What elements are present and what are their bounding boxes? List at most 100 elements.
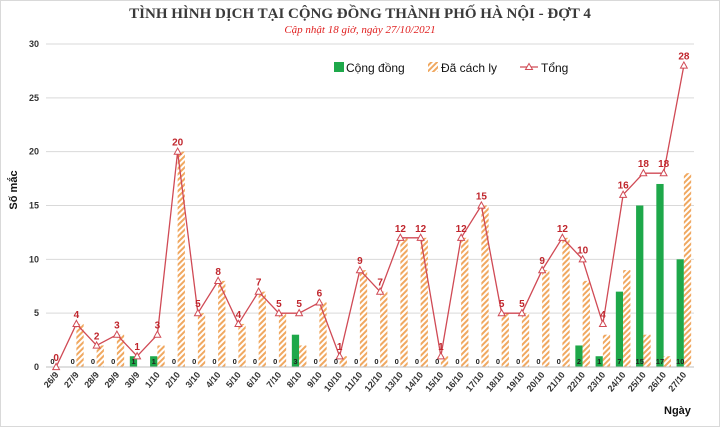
total-point <box>639 168 648 177</box>
total-point <box>72 319 81 328</box>
x-tick-label: 22/10 <box>565 370 587 394</box>
legend-swatch-isolated <box>428 62 438 72</box>
x-tick-label: 7/10 <box>264 370 283 390</box>
x-tick-label: 11/10 <box>343 370 365 393</box>
x-tick-label: 17/10 <box>464 370 486 394</box>
bar-isolated <box>582 280 590 367</box>
total-point <box>416 233 425 241</box>
bar-isolated <box>643 334 651 367</box>
total-value-label: 5 <box>276 299 282 310</box>
bar-isolated <box>420 237 428 367</box>
total-value-label: 3 <box>155 321 161 332</box>
community-value-label: 0 <box>415 357 419 366</box>
bar-isolated <box>359 270 368 367</box>
community-value-label: 0 <box>172 357 176 366</box>
total-point <box>274 308 284 317</box>
community-value-label: 0 <box>334 357 338 366</box>
community-value-label: 0 <box>253 357 257 366</box>
community-value-label: 1 <box>597 357 601 366</box>
total-value-label: 12 <box>456 224 468 235</box>
total-point <box>51 362 61 371</box>
community-value-label: 0 <box>354 357 358 366</box>
total-value-label: 28 <box>678 52 690 63</box>
chart-subtitle: Cập nhật 18 giờ, ngày 27/10/2021 <box>284 24 436 36</box>
community-value-label: 1 <box>131 357 135 366</box>
total-value-label: 12 <box>395 224 407 235</box>
community-value-label: 0 <box>50 357 54 366</box>
community-value-label: 0 <box>91 357 95 366</box>
total-point <box>213 276 223 284</box>
total-point <box>578 254 587 263</box>
community-value-label: 0 <box>233 357 237 366</box>
chart-title: TÌNH HÌNH DỊCH TẠI CỘNG ĐỒNG THÀNH PHỐ H… <box>129 6 591 22</box>
community-value-label: 2 <box>577 357 581 366</box>
legend-label-community: Cộng đồng <box>346 61 405 75</box>
community-value-label: 0 <box>273 357 277 366</box>
bars <box>76 151 692 367</box>
x-axis-title: Ngày <box>664 405 692 417</box>
total-value-label: 10 <box>577 245 589 256</box>
bar-isolated <box>562 237 570 367</box>
bar-community <box>615 291 624 367</box>
total-point <box>234 319 243 328</box>
legend: Cộng đồng Đã cách ly Tổng <box>334 61 568 75</box>
bar-isolated <box>96 345 104 367</box>
community-value-label: 17 <box>656 357 664 366</box>
x-tick-label: 28/9 <box>82 370 101 390</box>
total-value-label: 15 <box>476 192 488 203</box>
x-tick-label: 25/10 <box>626 370 648 394</box>
total-value-label: 8 <box>215 267 221 278</box>
total-point <box>132 351 142 360</box>
total-value-label: 4 <box>236 310 242 321</box>
bar-community <box>656 183 664 367</box>
total-point <box>335 351 344 360</box>
bar-isolated <box>116 334 125 367</box>
total-line <box>51 60 689 371</box>
bar-isolated <box>258 291 266 367</box>
y-tick-label: 10 <box>29 254 39 264</box>
community-value-label: 0 <box>536 357 540 366</box>
total-value-label: 9 <box>357 256 363 267</box>
y-tick-label: 25 <box>29 93 39 103</box>
total-value-label: 12 <box>557 224 569 235</box>
x-tick-label: 12/10 <box>363 370 385 394</box>
total-value-label: 16 <box>618 181 630 192</box>
community-value-label: 0 <box>314 357 318 366</box>
total-point <box>294 308 304 317</box>
x-tick-label: 21/10 <box>545 370 567 394</box>
total-point <box>517 308 527 317</box>
x-tick-label: 3/10 <box>183 370 202 390</box>
legend-marker-total <box>524 62 534 70</box>
total-point <box>537 265 547 274</box>
bar-isolated <box>278 313 287 367</box>
bar-isolated <box>76 323 84 367</box>
bar-isolated <box>299 345 307 367</box>
total-point <box>112 330 122 338</box>
total-value-label: 4 <box>74 310 80 321</box>
community-value-label: 0 <box>71 357 75 366</box>
x-tick-label: 2/10 <box>163 370 182 390</box>
total-value-label: 1 <box>134 342 140 353</box>
total-point <box>598 319 608 328</box>
total-value-label: 2 <box>94 331 100 342</box>
bar-isolated <box>521 313 530 367</box>
total-value-label: 7 <box>256 278 262 289</box>
y-tick-label: 0 <box>34 362 39 372</box>
total-point <box>193 308 203 317</box>
y-axis-title: Số mắc <box>7 170 20 209</box>
x-tick-label: 18/10 <box>484 370 506 394</box>
bar-isolated <box>481 205 489 367</box>
bar-community <box>291 334 300 367</box>
community-value-label: 0 <box>111 357 115 366</box>
x-tick-label: 13/10 <box>383 370 405 394</box>
community-value-label: 10 <box>676 357 684 366</box>
bar-isolated <box>177 151 185 367</box>
bar-isolated <box>663 356 671 367</box>
legend-swatch-community <box>334 62 344 72</box>
community-value-label: 0 <box>557 357 561 366</box>
x-tick-label: 30/9 <box>123 370 142 390</box>
x-tick-label: 16/10 <box>444 370 466 394</box>
gridlines <box>46 43 694 314</box>
